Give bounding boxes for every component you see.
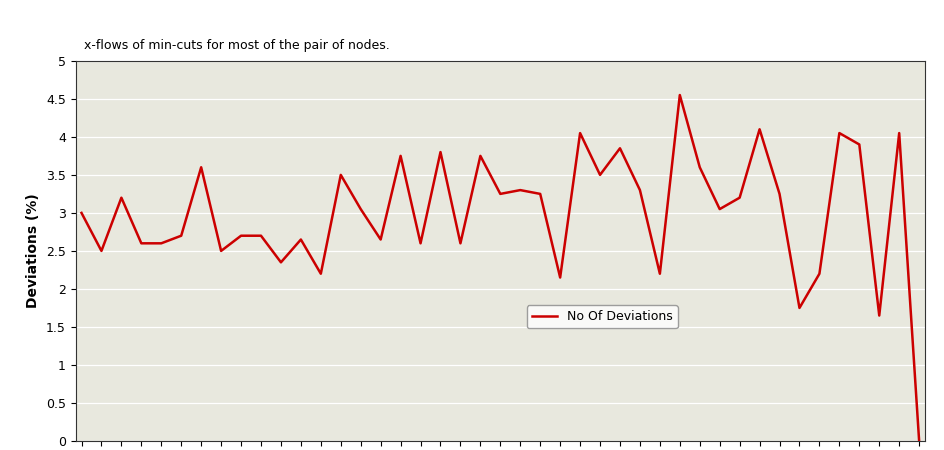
Legend: No Of Deviations: No Of Deviations xyxy=(527,305,678,328)
No Of Deviations xyxy=(156,241,167,246)
No Of Deviations xyxy=(255,233,266,238)
No Of Deviations xyxy=(873,313,885,318)
No Of Deviations xyxy=(355,207,366,212)
No Of Deviations xyxy=(814,271,825,276)
No Of Deviations xyxy=(853,142,865,147)
Line: No Of Deviations: No Of Deviations xyxy=(81,95,919,441)
No Of Deviations xyxy=(894,130,905,136)
No Of Deviations xyxy=(754,126,766,132)
No Of Deviations xyxy=(554,275,565,280)
No Of Deviations xyxy=(235,233,246,238)
No Of Deviations xyxy=(375,237,386,242)
No Of Deviations xyxy=(455,241,466,246)
No Of Deviations xyxy=(414,241,426,246)
No Of Deviations xyxy=(534,191,546,197)
No Of Deviations xyxy=(794,305,805,310)
No Of Deviations xyxy=(215,248,227,254)
No Of Deviations xyxy=(514,187,526,193)
Text: x-flows of min-cuts for most of the pair of nodes.: x-flows of min-cuts for most of the pair… xyxy=(84,39,390,52)
No Of Deviations xyxy=(195,165,207,170)
No Of Deviations xyxy=(295,237,307,242)
No Of Deviations xyxy=(634,187,646,193)
No Of Deviations xyxy=(834,130,845,136)
No Of Deviations xyxy=(495,191,506,197)
No Of Deviations xyxy=(176,233,187,238)
No Of Deviations xyxy=(714,207,725,212)
No Of Deviations xyxy=(575,130,586,136)
No Of Deviations xyxy=(315,271,327,276)
No Of Deviations xyxy=(774,191,785,197)
No Of Deviations xyxy=(435,149,447,155)
No Of Deviations xyxy=(734,195,746,200)
No Of Deviations xyxy=(276,260,287,265)
No Of Deviations xyxy=(76,210,87,216)
No Of Deviations xyxy=(475,153,486,158)
No Of Deviations xyxy=(615,146,626,151)
No Of Deviations xyxy=(116,195,127,200)
No Of Deviations xyxy=(335,172,346,178)
No Of Deviations xyxy=(595,172,606,178)
No Of Deviations xyxy=(914,438,925,444)
No Of Deviations xyxy=(674,92,685,98)
No Of Deviations xyxy=(136,241,147,246)
No Of Deviations xyxy=(95,248,107,254)
No Of Deviations xyxy=(395,153,406,158)
No Of Deviations xyxy=(694,165,705,170)
No Of Deviations xyxy=(654,271,666,276)
Y-axis label: Deviations (%): Deviations (%) xyxy=(26,194,41,308)
